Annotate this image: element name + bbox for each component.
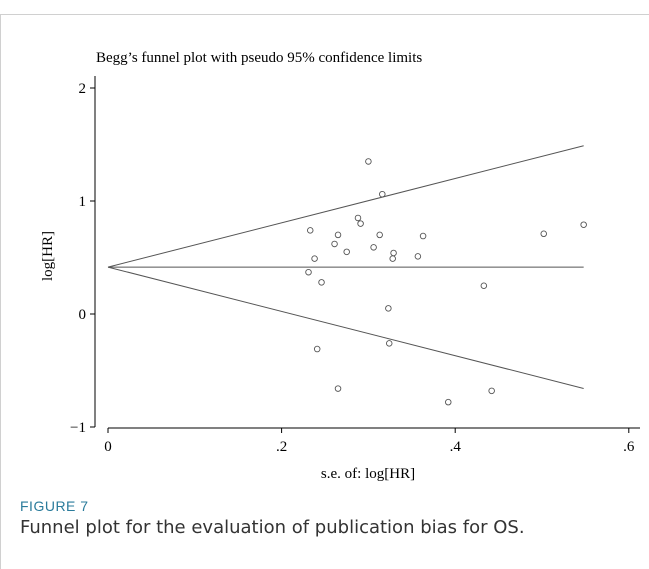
y-tick-label: 1	[79, 194, 87, 210]
data-point	[385, 340, 393, 347]
data-point	[379, 190, 386, 198]
data-point	[343, 248, 350, 256]
data-point	[376, 231, 383, 239]
y-tick-label: 0	[79, 307, 87, 323]
data-point	[419, 232, 427, 240]
data-point	[334, 231, 342, 239]
y-axis-label: log[HR]	[40, 231, 56, 281]
upper-confidence-limit	[107, 145, 584, 268]
data-point	[480, 282, 488, 290]
data-point	[390, 249, 397, 257]
data-points	[305, 158, 587, 406]
x-tick-label: .4	[450, 439, 462, 455]
funnel-plot: Begg’s funnel plot with pseudo 95% confi…	[40, 50, 640, 482]
data-point	[334, 385, 342, 392]
x-tick-label: 0	[104, 439, 112, 455]
data-point	[305, 268, 312, 276]
data-point	[540, 230, 547, 238]
data-point	[385, 305, 392, 312]
y-tick-label: −1	[70, 420, 86, 436]
data-point	[445, 398, 452, 406]
data-point	[313, 345, 321, 353]
data-point	[389, 255, 396, 262]
data-point	[370, 244, 377, 251]
figure-label: FIGURE 7	[20, 498, 89, 514]
y-tick-label: 2	[79, 81, 87, 97]
x-axis-label: s.e. of: log[HR]	[321, 466, 415, 482]
figure-caption: Funnel plot for the evaluation of public…	[20, 517, 525, 538]
funnel-lines	[107, 145, 584, 389]
data-point	[331, 240, 338, 248]
data-point	[311, 255, 318, 262]
chart-title: Begg’s funnel plot with pseudo 95% confi…	[96, 50, 422, 66]
data-point	[365, 158, 372, 165]
x-tick-label: .2	[276, 439, 287, 455]
data-point	[488, 387, 495, 395]
x-tick-label: .6	[623, 439, 635, 455]
data-point	[318, 279, 325, 286]
lower-confidence-limit	[107, 266, 584, 389]
data-point	[306, 227, 314, 234]
data-point	[354, 214, 362, 222]
data-point	[580, 221, 587, 228]
axes: −1 0 1 2 0 .2 .4 .6	[70, 76, 640, 455]
data-point	[414, 253, 422, 260]
data-point	[357, 220, 364, 227]
figure-frame	[0, 14, 649, 569]
